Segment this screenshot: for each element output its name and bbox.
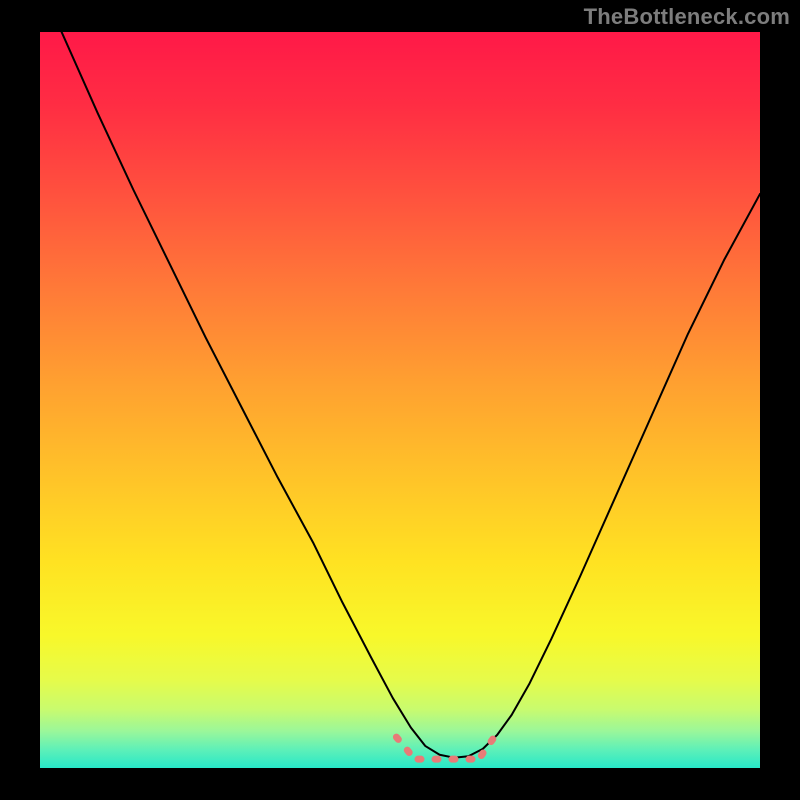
watermark-text: TheBottleneck.com bbox=[584, 4, 790, 30]
gradient-background bbox=[40, 32, 760, 768]
plot-svg bbox=[40, 32, 760, 768]
chart-stage: TheBottleneck.com bbox=[0, 0, 800, 800]
plot-area bbox=[40, 32, 760, 768]
